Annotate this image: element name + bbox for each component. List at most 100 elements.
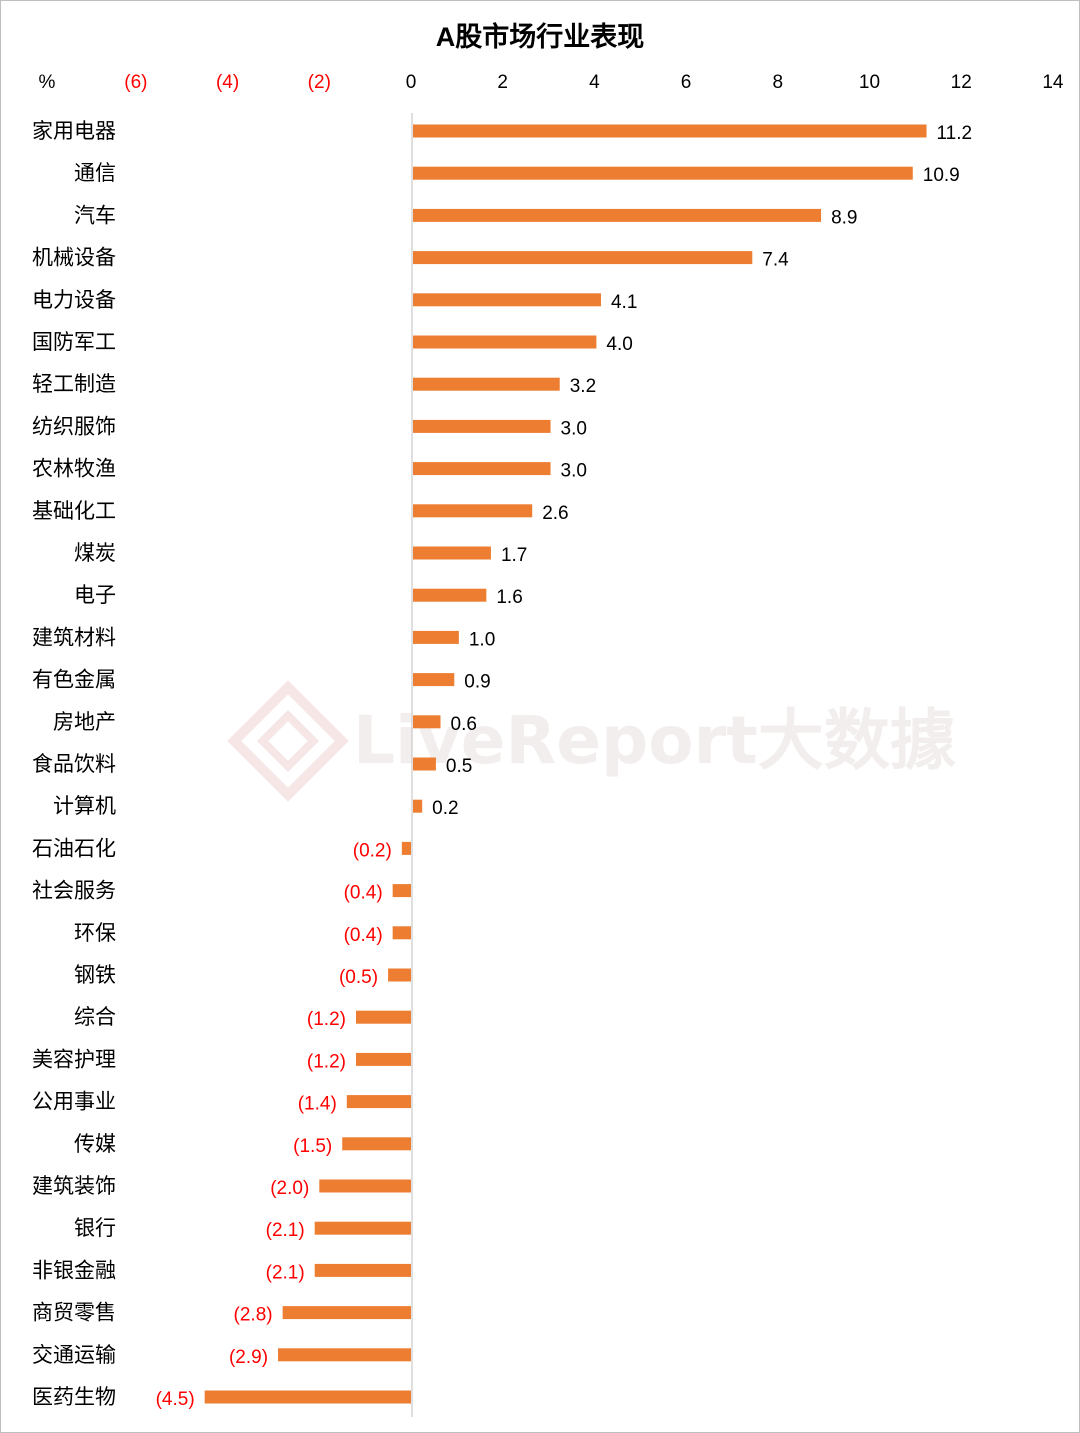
category-label: 综合 bbox=[74, 1005, 116, 1029]
value-label: (1.5) bbox=[293, 1136, 332, 1157]
value-label: 1.7 bbox=[501, 545, 527, 566]
x-tick-label: 12 bbox=[951, 72, 972, 93]
category-label: 钢铁 bbox=[74, 963, 116, 987]
value-label: 1.6 bbox=[496, 587, 522, 608]
value-label: 2.6 bbox=[542, 503, 568, 524]
category-labels: 家用电器通信汽车机械设备电力设备国防军工轻工制造纺织服饰农林牧渔基础化工煤炭电子… bbox=[32, 119, 116, 1409]
value-label: (1.4) bbox=[298, 1094, 337, 1115]
category-label: 美容护理 bbox=[32, 1047, 116, 1071]
category-label: 电力设备 bbox=[32, 288, 116, 312]
value-label: 8.9 bbox=[831, 207, 857, 228]
bar bbox=[413, 799, 423, 813]
bar bbox=[282, 1306, 411, 1320]
x-tick-label: (4) bbox=[216, 72, 239, 93]
bar bbox=[413, 166, 913, 180]
category-label: 公用事业 bbox=[32, 1090, 116, 1114]
value-label: 10.9 bbox=[923, 165, 960, 186]
category-label: 国防军工 bbox=[32, 330, 116, 354]
category-label: 银行 bbox=[74, 1216, 116, 1240]
bar bbox=[401, 841, 411, 855]
bar bbox=[413, 715, 441, 729]
bar bbox=[342, 1137, 411, 1151]
value-label: 3.0 bbox=[561, 461, 587, 482]
bar bbox=[204, 1390, 411, 1404]
bar bbox=[392, 926, 411, 940]
value-label: (4.5) bbox=[156, 1389, 195, 1410]
x-tick-label: 8 bbox=[773, 72, 784, 93]
value-label: 3.0 bbox=[561, 418, 587, 439]
value-label: (2.1) bbox=[266, 1262, 305, 1283]
value-label: 3.2 bbox=[570, 376, 596, 397]
category-label: 轻工制造 bbox=[32, 372, 116, 396]
bar bbox=[355, 1010, 411, 1024]
value-label: (1.2) bbox=[307, 1051, 346, 1072]
bar bbox=[413, 419, 551, 433]
bar bbox=[413, 504, 533, 518]
x-tick-label: (6) bbox=[124, 72, 147, 93]
bar bbox=[413, 546, 491, 560]
bar bbox=[413, 208, 822, 222]
bar bbox=[413, 124, 927, 138]
bar bbox=[314, 1263, 411, 1277]
x-tick-label: 14 bbox=[1042, 72, 1064, 93]
category-label: 社会服务 bbox=[32, 879, 116, 903]
value-label: 7.4 bbox=[762, 250, 789, 271]
value-label: (2.9) bbox=[229, 1347, 268, 1368]
watermark-logo-icon bbox=[227, 680, 349, 802]
category-label: 石油石化 bbox=[32, 836, 116, 860]
bar bbox=[413, 251, 753, 265]
bar bbox=[314, 1221, 411, 1235]
value-label: (0.4) bbox=[344, 883, 383, 904]
x-tick-label: 10 bbox=[859, 72, 880, 93]
category-label: 交通运输 bbox=[32, 1343, 116, 1367]
category-label: 建筑材料 bbox=[32, 625, 116, 649]
bar bbox=[278, 1348, 411, 1362]
value-label: (2.1) bbox=[266, 1220, 305, 1241]
value-label: 0.9 bbox=[464, 672, 490, 693]
value-label: 0.2 bbox=[432, 798, 458, 819]
category-label: 基础化工 bbox=[32, 499, 116, 523]
bar bbox=[346, 1095, 411, 1109]
bar bbox=[413, 630, 459, 644]
value-label: 0.6 bbox=[451, 714, 477, 735]
x-tick-label: (2) bbox=[308, 72, 331, 93]
bar bbox=[413, 673, 455, 687]
category-label: 环保 bbox=[74, 921, 116, 945]
watermark: LiveReport大数據 bbox=[227, 680, 957, 802]
bar bbox=[319, 1179, 411, 1193]
bar bbox=[413, 588, 487, 602]
value-label: 11.2 bbox=[937, 123, 973, 144]
category-label: 食品饮料 bbox=[32, 752, 116, 776]
value-label: 4.1 bbox=[611, 292, 637, 313]
x-axis-ticks: (6) (4) (2) 0 2 4 6 8 10 12 14 bbox=[124, 72, 1064, 93]
bar bbox=[413, 377, 560, 391]
category-label: 煤炭 bbox=[74, 541, 116, 565]
value-label: 4.0 bbox=[606, 334, 632, 355]
category-label: 房地产 bbox=[53, 710, 116, 734]
value-label: 0.5 bbox=[446, 756, 472, 777]
value-label: (0.5) bbox=[339, 967, 378, 988]
category-label: 家用电器 bbox=[32, 119, 116, 143]
bar bbox=[413, 757, 436, 771]
value-label: 1.0 bbox=[469, 629, 495, 650]
category-label: 汽车 bbox=[74, 203, 116, 227]
x-tick-label: 6 bbox=[681, 72, 692, 93]
x-tick-label: 2 bbox=[497, 72, 508, 93]
category-label: 电子 bbox=[74, 583, 116, 607]
value-label: (0.4) bbox=[344, 925, 383, 946]
category-label: 传媒 bbox=[74, 1132, 116, 1156]
category-label: 通信 bbox=[74, 161, 116, 185]
category-label: 计算机 bbox=[53, 794, 116, 818]
bar bbox=[413, 462, 551, 476]
category-label: 建筑装饰 bbox=[32, 1174, 116, 1198]
watermark-text: LiveReport大数據 bbox=[353, 702, 957, 779]
value-label: (0.2) bbox=[353, 840, 392, 861]
category-label: 有色金属 bbox=[32, 668, 116, 692]
category-label: 医药生物 bbox=[32, 1385, 116, 1409]
bar bbox=[388, 968, 411, 982]
value-label: (2.0) bbox=[270, 1178, 309, 1199]
value-label: (1.2) bbox=[307, 1009, 346, 1030]
x-tick-label: 4 bbox=[589, 72, 600, 93]
